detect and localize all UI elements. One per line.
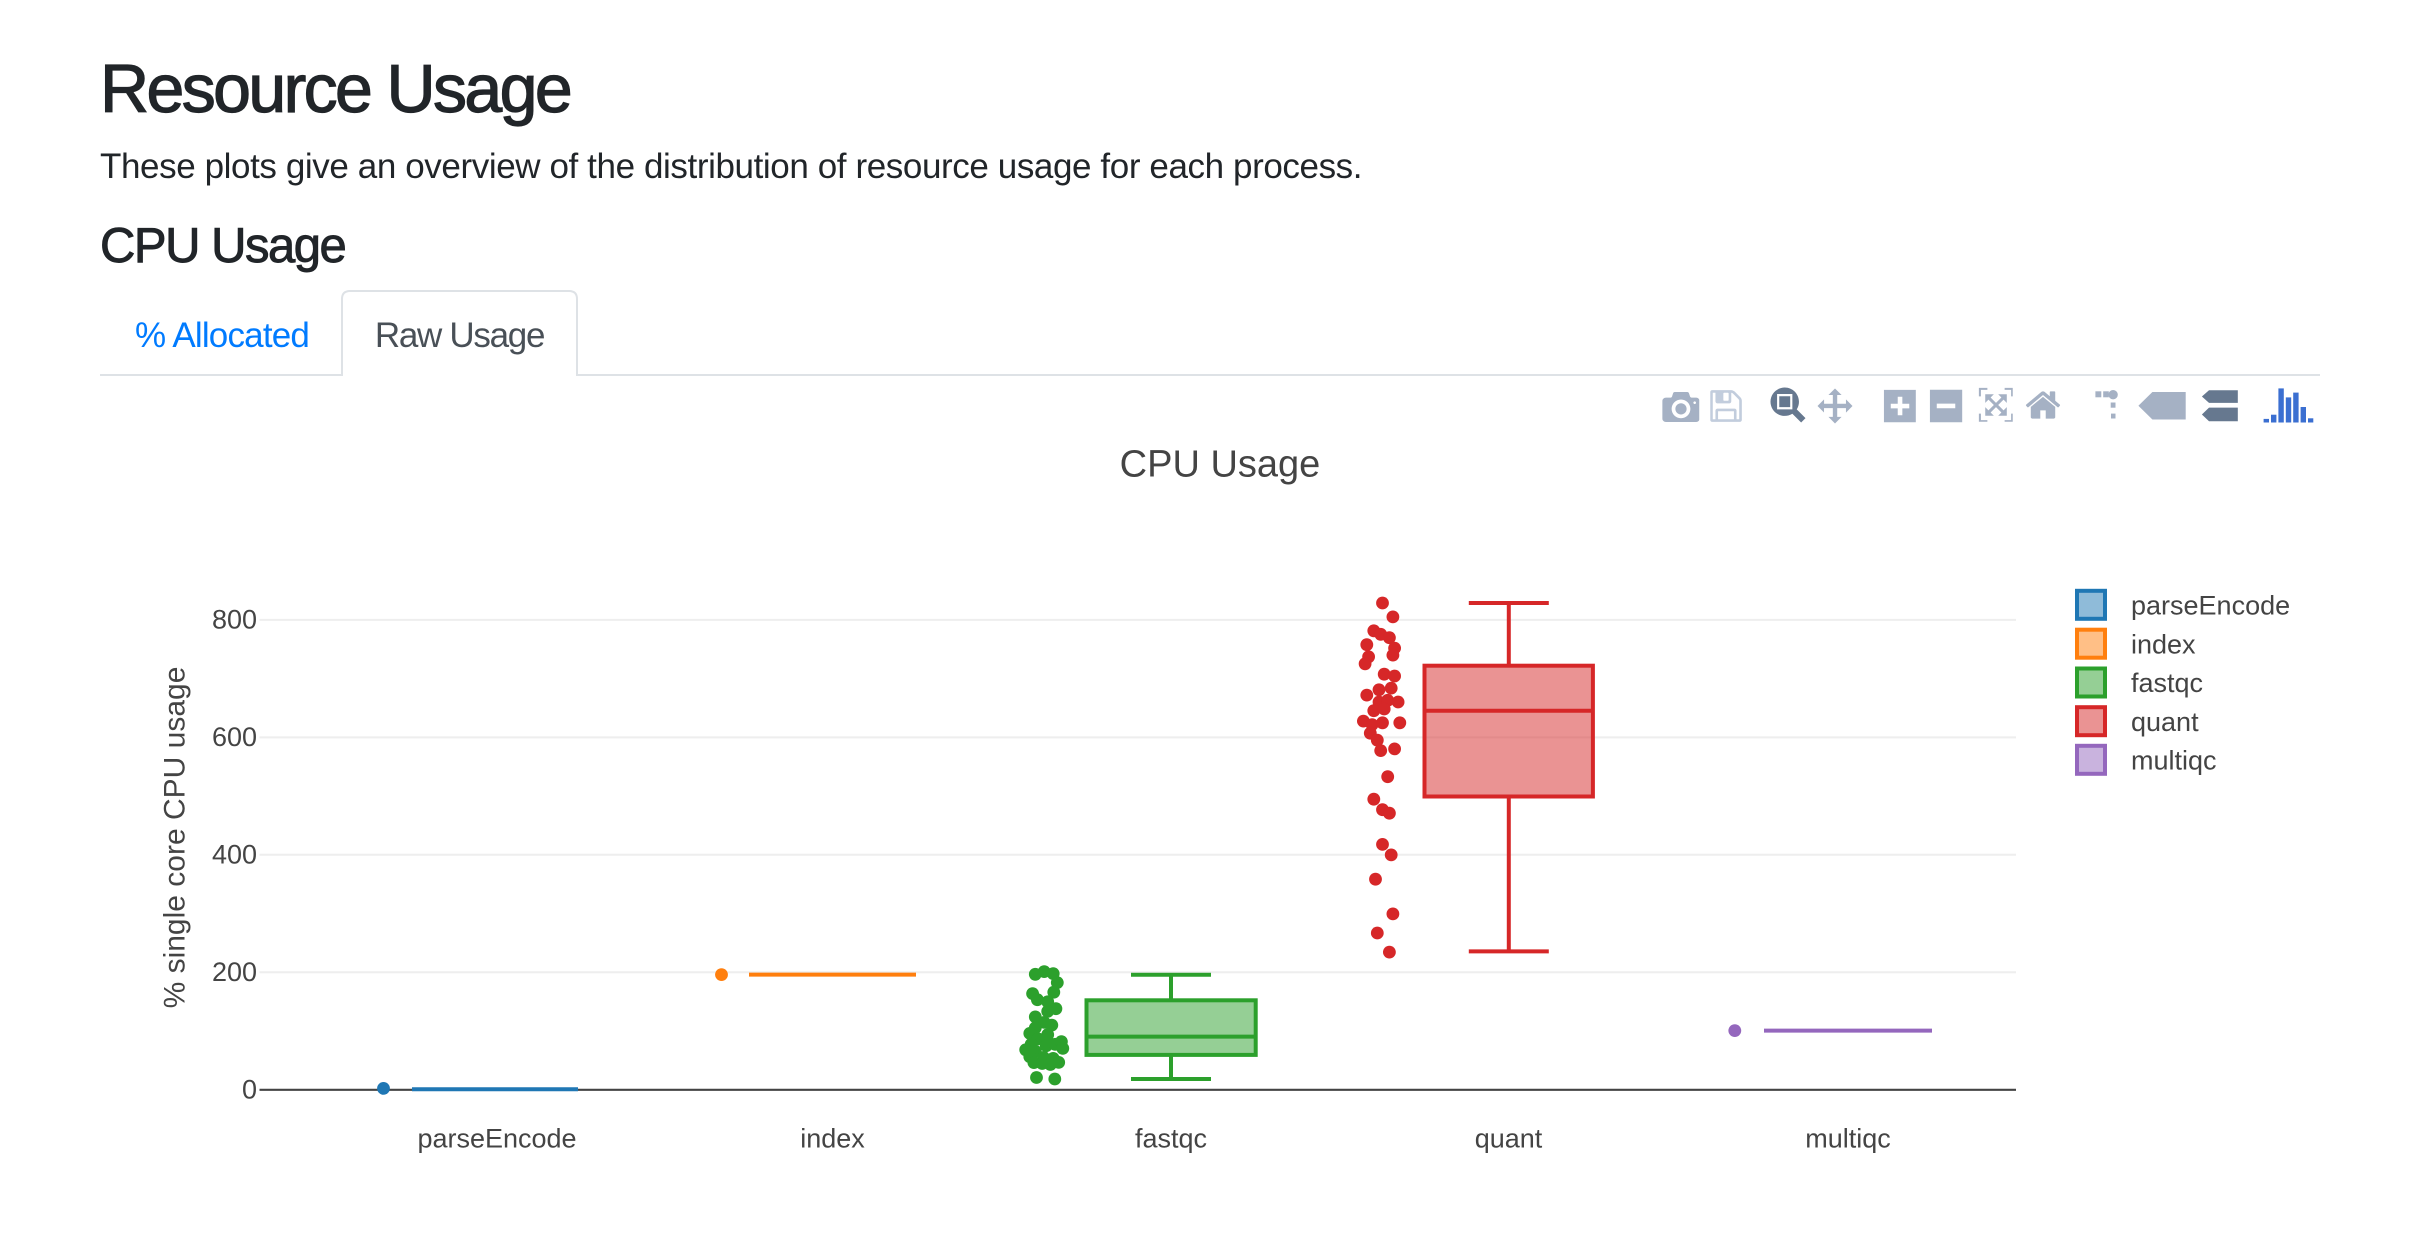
svg-text:CPU Usage: CPU Usage	[1120, 444, 1321, 486]
svg-text:Resource Usage: Resource Usage	[100, 51, 570, 127]
svg-text:800: 800	[212, 605, 257, 635]
svg-text:400: 400	[212, 840, 257, 870]
svg-text:0: 0	[242, 1075, 257, 1105]
svg-text:parseEncode: parseEncode	[417, 1124, 576, 1154]
svg-text:multiqc: multiqc	[2131, 746, 2217, 776]
svg-text:CPU Usage: CPU Usage	[100, 219, 345, 273]
svg-text:600: 600	[212, 722, 257, 752]
svg-text:quant: quant	[2131, 707, 2199, 737]
svg-text:index: index	[800, 1124, 865, 1154]
svg-text:% Allocated: % Allocated	[135, 316, 309, 355]
svg-text:200: 200	[212, 957, 257, 987]
svg-text:index: index	[2131, 629, 2196, 659]
svg-text:Raw Usage: Raw Usage	[375, 316, 544, 355]
svg-text:multiqc: multiqc	[1805, 1124, 1891, 1154]
svg-text:These plots give an overview o: These plots give an overview of the dist…	[100, 147, 1362, 186]
svg-text:quant: quant	[1475, 1124, 1543, 1154]
svg-text:% single core CPU usage: % single core CPU usage	[159, 667, 192, 1009]
svg-text:parseEncode: parseEncode	[2131, 591, 2290, 621]
svg-text:fastqc: fastqc	[2131, 668, 2203, 698]
svg-text:fastqc: fastqc	[1135, 1124, 1207, 1154]
